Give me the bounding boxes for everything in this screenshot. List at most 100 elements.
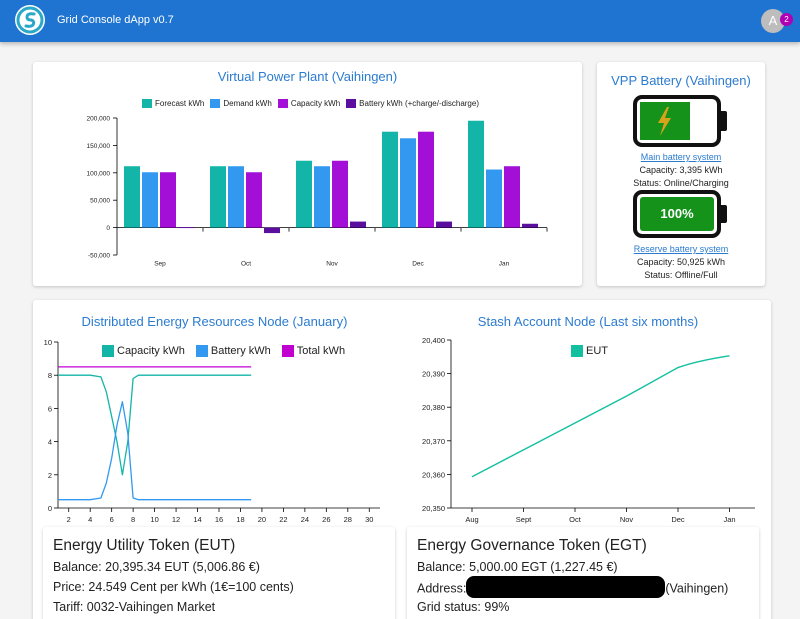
legend-item[interactable]: Total kWh bbox=[281, 345, 346, 357]
reserve-battery-percent: 100% bbox=[660, 206, 694, 221]
legend-item[interactable]: Capacity kWh bbox=[277, 99, 341, 108]
x-tick-label: Jan bbox=[723, 515, 735, 524]
x-tick-label: 18 bbox=[236, 515, 244, 524]
bar bbox=[142, 172, 158, 228]
reserve-battery-capacity: Capacity: 50,925 kWh bbox=[636, 257, 726, 267]
x-tick-label: Sept bbox=[516, 515, 532, 524]
legend-swatch bbox=[281, 345, 294, 357]
app-logo[interactable] bbox=[15, 5, 45, 35]
app-title: Grid Console dApp v0.7 bbox=[57, 14, 174, 26]
x-tick-label: 2 bbox=[67, 515, 71, 524]
legend-item[interactable]: EUT bbox=[571, 345, 608, 357]
battery-card: VPP Battery (Vaihingen) Main battery sys… bbox=[597, 62, 765, 286]
x-tick-label: Oct bbox=[241, 261, 251, 268]
legend-item[interactable]: Demand kWh bbox=[210, 99, 272, 108]
legend-swatch bbox=[571, 345, 583, 357]
redacted-address bbox=[466, 576, 666, 598]
y-tick-label: 0 bbox=[48, 504, 52, 513]
x-tick-label: 6 bbox=[110, 515, 114, 524]
der-title: Distributed Energy Resources Node (Janua… bbox=[81, 314, 348, 329]
x-tick-label: 14 bbox=[193, 515, 201, 524]
x-tick-label: Jan bbox=[499, 261, 510, 268]
x-tick-label: 16 bbox=[215, 515, 223, 524]
battery-title: VPP Battery (Vaihingen) bbox=[611, 73, 751, 88]
legend-swatch bbox=[210, 99, 221, 108]
bar bbox=[332, 160, 348, 228]
legend-swatch bbox=[346, 99, 357, 108]
series-line bbox=[471, 355, 730, 478]
bar bbox=[418, 131, 434, 228]
y-tick-label: 20,350 bbox=[422, 504, 445, 513]
legend-item[interactable]: Capacity kWh bbox=[102, 345, 185, 357]
y-tick-label: 20,370 bbox=[422, 437, 445, 446]
notification-badge[interactable]: 2 bbox=[780, 13, 793, 26]
stash-title: Stash Account Node (Last six months) bbox=[477, 314, 699, 329]
legend-item[interactable]: Battery kWh bbox=[195, 345, 271, 357]
eut-price: Price: 24.549 Cent per kWh (1€=100 cents… bbox=[53, 580, 294, 594]
legend-label: Total kWh bbox=[296, 345, 346, 357]
legend-label: Capacity kWh bbox=[290, 99, 341, 108]
bar bbox=[486, 169, 502, 228]
x-tick-label: 12 bbox=[172, 515, 180, 524]
bar bbox=[468, 120, 484, 228]
y-tick-label: 4 bbox=[48, 438, 52, 447]
bar bbox=[264, 227, 280, 234]
x-tick-label: 22 bbox=[279, 515, 287, 524]
x-tick-label: Oct bbox=[569, 515, 582, 524]
legend-label: Battery kWh bbox=[210, 345, 271, 357]
bar bbox=[246, 172, 262, 228]
y-tick-label: 100,000 bbox=[87, 170, 111, 177]
main-battery-link[interactable]: Main battery system bbox=[640, 152, 722, 162]
vpp-bar-chart: 200,000 150,000 100,000 50,000 0 -50,000 Sep Oc… bbox=[87, 116, 548, 268]
bar bbox=[436, 221, 452, 228]
legend-label: Demand kWh bbox=[223, 99, 272, 108]
x-tick-label: 24 bbox=[301, 515, 309, 524]
eut-tariff: Tariff: 0032-Vaihingen Market bbox=[53, 600, 216, 614]
bar bbox=[382, 131, 398, 228]
x-tick-label: 8 bbox=[131, 515, 135, 524]
legend-item[interactable]: Forecast kWh bbox=[142, 99, 204, 108]
x-tick-label: 20 bbox=[258, 515, 266, 524]
stash-line-chart: 20,400 20,390 20,380 20,370 20,360 20,350 Aug S… bbox=[422, 336, 755, 524]
legend-item[interactable]: Battery kWh (+charge/-discharge) bbox=[346, 99, 479, 108]
y-tick-label: 20,360 bbox=[422, 470, 445, 479]
y-tick-label: 50,000 bbox=[90, 198, 110, 205]
y-tick-label: 20,390 bbox=[422, 370, 445, 379]
bar bbox=[314, 166, 330, 228]
x-tick-label: 28 bbox=[344, 515, 352, 524]
eut-balance: Balance: 20,395.34 EUT (5,006.86 €) bbox=[53, 560, 260, 574]
egt-card: Energy Governance Token (EGT) Balance: 5… bbox=[407, 527, 759, 619]
reserve-battery-link[interactable]: Reserve battery system bbox=[633, 244, 729, 254]
y-tick-label: 6 bbox=[48, 404, 52, 413]
legend-swatch bbox=[102, 345, 114, 357]
legend-swatch bbox=[142, 99, 152, 108]
main-battery-icon bbox=[633, 95, 727, 147]
egt-address-suffix: (Vaihingen) bbox=[665, 581, 729, 596]
egt-grid-status: Grid status: 99% bbox=[417, 600, 510, 614]
x-tick-label: Dec bbox=[412, 261, 424, 268]
bar bbox=[522, 223, 538, 228]
egt-address-row: Address: (Vaihingen) bbox=[417, 576, 729, 598]
y-tick-label: 0 bbox=[106, 225, 110, 232]
main-battery-status: Status: Online/Charging bbox=[633, 178, 729, 188]
x-tick-label: 26 bbox=[322, 515, 330, 524]
y-tick-label: 2 bbox=[48, 471, 52, 480]
legend-label: Battery kWh (+charge/-discharge) bbox=[359, 99, 479, 108]
reserve-battery-status: Status: Offline/Full bbox=[644, 270, 718, 280]
bar bbox=[228, 166, 244, 228]
legend-swatch bbox=[277, 99, 288, 108]
series-line bbox=[58, 401, 252, 501]
legend-swatch bbox=[195, 345, 208, 357]
y-tick-label: 20,400 bbox=[422, 336, 445, 345]
bar bbox=[504, 166, 520, 228]
app-bar: Grid Console dApp v0.7 A 2 bbox=[0, 0, 800, 42]
der-legend: Capacity kWh Battery kWh Total kWh bbox=[102, 345, 356, 357]
bar bbox=[400, 138, 416, 228]
y-tick-label: 10 bbox=[44, 338, 52, 347]
x-tick-label: Aug bbox=[465, 515, 478, 524]
y-tick-label: -50,000 bbox=[88, 253, 110, 260]
eut-title: Energy Utility Token (EUT) bbox=[53, 537, 236, 554]
x-tick-label: Nov bbox=[326, 261, 338, 268]
stash-legend: EUT bbox=[571, 345, 616, 357]
